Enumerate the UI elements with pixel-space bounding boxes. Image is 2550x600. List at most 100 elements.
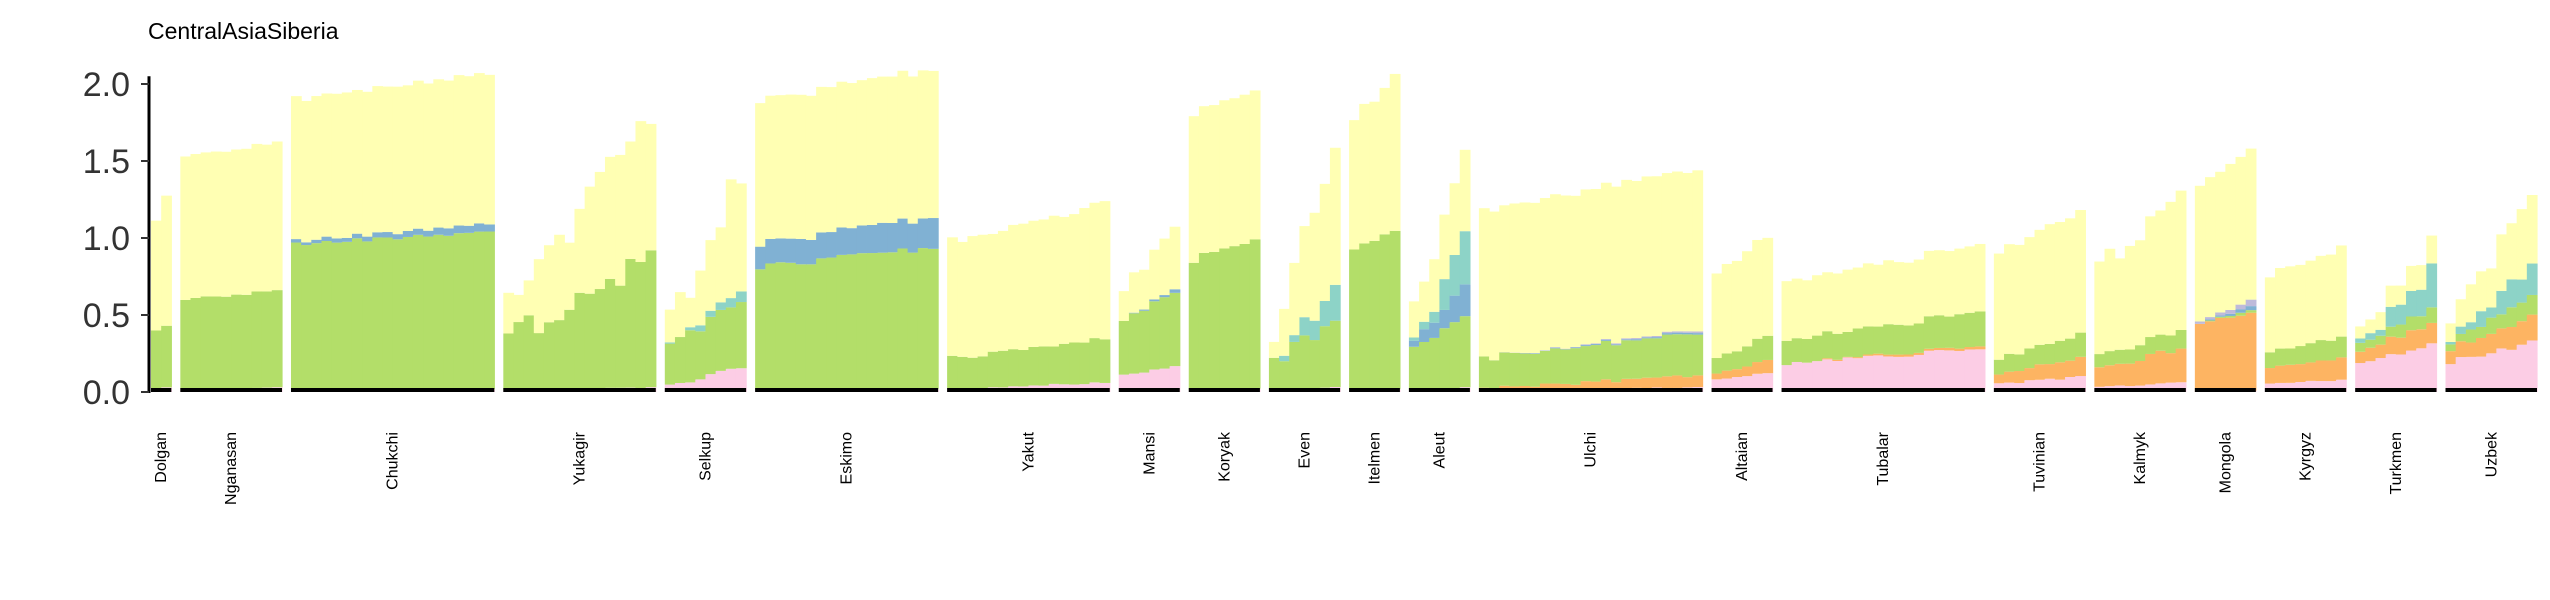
- bar-segment-green: [1964, 312, 1976, 348]
- bar-segment-teal: [1319, 300, 1331, 327]
- bar-segment-green: [1319, 326, 1331, 388]
- bar-segment-blue: [1419, 329, 1430, 342]
- bar-segment-yellow: [382, 86, 394, 233]
- bar-segment-orange: [1621, 378, 1632, 389]
- bar-segment-blue: [1159, 295, 1171, 298]
- bar-segment-teal: [725, 298, 737, 308]
- bar-segment-green: [1944, 316, 1955, 348]
- bar-segment-blue: [755, 246, 766, 270]
- bar-segment-orange: [2305, 362, 2317, 381]
- bar-segment-yellow: [2325, 254, 2337, 341]
- bar-segment-green: [1169, 292, 1181, 367]
- bar-segment-green: [351, 238, 363, 390]
- bar-segment-yellow: [2155, 210, 2167, 335]
- bar-segment-green: [241, 294, 253, 389]
- bar-segment-teal: [2355, 338, 2366, 343]
- bar-segment-yellow: [1058, 216, 1070, 344]
- bar-segment-blue: [1429, 322, 1441, 338]
- bar-segment-blue: [402, 231, 414, 237]
- bar-segment-green: [382, 237, 394, 390]
- bar-segment-green: [1079, 342, 1091, 385]
- bar-segment-orange: [2155, 350, 2167, 384]
- bar-segment-green: [554, 320, 565, 390]
- bar-segment-yellow: [615, 154, 626, 286]
- bar-segment-green: [1058, 343, 1070, 385]
- bar-segment-green: [1279, 361, 1290, 391]
- bar-segment-purple: [2205, 317, 2216, 320]
- bar-segment-green: [2014, 354, 2025, 372]
- bar-segment-purple: [2235, 304, 2247, 310]
- bar-segment-pink: [1149, 369, 1161, 392]
- bar-segment-orange: [1611, 382, 1622, 389]
- bar-segment-orange: [1600, 379, 1612, 389]
- bar-segment-yellow: [2455, 299, 2467, 327]
- bar-segment-purple: [2215, 312, 2226, 316]
- bar-segment-orange: [2194, 323, 2206, 392]
- bar-segment-yellow: [2165, 201, 2177, 336]
- bar-segment-teal: [2426, 263, 2438, 308]
- bar-segment-yellow: [484, 74, 495, 225]
- bar-segment-green: [877, 252, 888, 390]
- bar-segment-green: [685, 330, 696, 383]
- bar-segment-yellow: [221, 151, 232, 297]
- bar-segment-yellow: [1651, 176, 1663, 336]
- bar-segment-yellow: [1852, 267, 1864, 329]
- bar-segment-purple: [1550, 347, 1561, 348]
- bar-segment-yellow: [2024, 237, 2036, 349]
- bar-segment-orange: [1842, 356, 1854, 358]
- bar-segment-green: [2336, 336, 2347, 358]
- bar-segment-green: [2426, 307, 2438, 323]
- bar-segment-green: [271, 290, 283, 388]
- bar-segment-yellow: [1459, 149, 1471, 232]
- bar-segment-orange: [1631, 378, 1643, 388]
- bar-segment-yellow: [1742, 251, 1753, 347]
- bar-segment-orange: [2496, 328, 2508, 349]
- bar-segment-pink: [2455, 357, 2467, 392]
- bar-segment-green: [331, 242, 343, 391]
- bar-segment-purple: [1590, 343, 1602, 345]
- bar-segment-green: [221, 296, 232, 389]
- bar-segment-green: [2465, 329, 2477, 343]
- bar-segment-green: [2215, 316, 2226, 318]
- bar-segment-green: [2285, 348, 2296, 365]
- bar-segment-yellow: [513, 294, 525, 323]
- bar-segment-orange: [2275, 365, 2286, 383]
- bar-segment-orange: [2526, 314, 2538, 341]
- bar-segment-orange: [2445, 351, 2457, 365]
- bar-segment-pink: [1923, 350, 1935, 392]
- bar-segment-yellow: [795, 94, 807, 239]
- bar-segment-yellow: [574, 208, 586, 293]
- bar-segment-yellow: [947, 237, 958, 356]
- bar-segment-teal: [664, 342, 676, 344]
- bar-segment-orange: [1954, 348, 1966, 351]
- bar-segment-yellow: [765, 95, 777, 239]
- group-mongola: [2194, 148, 2257, 392]
- bar-segment-yellow: [2275, 268, 2286, 349]
- bar-segment-green: [1812, 335, 1823, 362]
- bar-segment-yellow: [402, 85, 414, 231]
- bar-segment-green: [967, 357, 979, 389]
- bar-segment-green: [443, 235, 455, 390]
- bar-segment-yellow: [1439, 214, 1451, 280]
- bar-segment-orange: [2044, 364, 2056, 379]
- bar-segment-green: [907, 252, 919, 390]
- bar-segment-yellow: [887, 76, 899, 223]
- bar-segment-orange: [1893, 354, 1905, 357]
- bar-segment-yellow: [151, 220, 162, 331]
- bar-segment-yellow: [1801, 280, 1813, 339]
- population-label: Chukchi: [385, 432, 402, 490]
- bar-segment-pink: [1822, 359, 1833, 392]
- bar-segment-blue: [1651, 337, 1663, 339]
- bar-segment-green: [765, 263, 777, 391]
- bar-segment-yellow: [977, 234, 989, 357]
- bar-segment-yellow: [2114, 258, 2126, 350]
- bar-segment-pink: [2486, 353, 2497, 392]
- bar-segment-pink: [2065, 377, 2076, 392]
- bar-segment-green: [1149, 301, 1161, 370]
- bar-segment-green: [1289, 341, 1301, 390]
- bar-segment-teal: [1299, 317, 1311, 336]
- bar-segment-yellow: [2194, 185, 2206, 322]
- bar-segment-orange: [2385, 336, 2397, 355]
- bar-segment-blue: [1580, 345, 1592, 347]
- bar-segment-green: [594, 289, 606, 389]
